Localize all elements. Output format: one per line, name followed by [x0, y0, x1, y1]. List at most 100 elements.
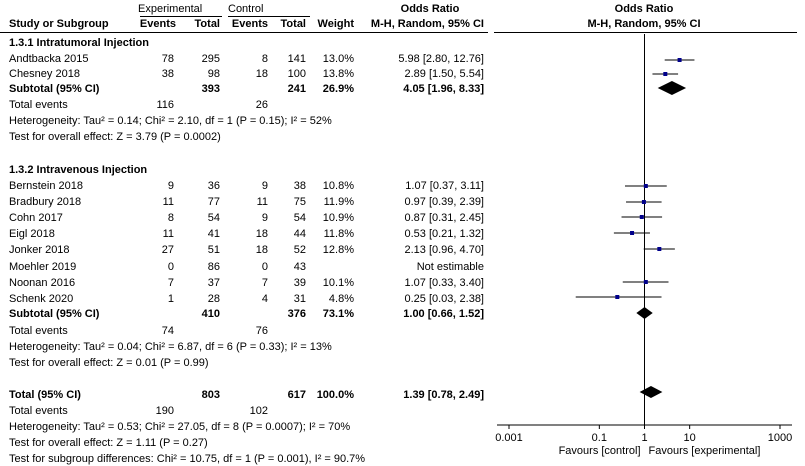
study-name: Cohn 2017	[9, 212, 63, 224]
exp-total: 393	[201, 83, 220, 95]
point-estimate-marker	[641, 200, 646, 204]
odds-ratio-ci: 0.87 [0.31, 2.45]	[404, 212, 484, 224]
study-name: Andtbacka 2015	[9, 53, 89, 65]
ctl-events: 11	[256, 196, 268, 208]
ctl-total: 52	[293, 244, 306, 256]
ctl-events: 7	[261, 277, 268, 289]
ctl-total: 141	[287, 53, 306, 65]
heterogeneity: Heterogeneity: Tau² = 0.53; Chi² = 27.05…	[9, 421, 351, 433]
point-estimate-marker	[630, 231, 635, 235]
weight: 4.8%	[328, 293, 354, 305]
weight: 26.9%	[322, 83, 354, 95]
exp-events: 74	[161, 325, 174, 337]
ctl-total: 38	[293, 180, 306, 192]
favours-experimental-label: Favours [experimental]	[649, 445, 761, 457]
weight: 73.1%	[322, 308, 354, 320]
heterogeneity: Heterogeneity: Tau² = 0.14; Chi² = 2.10,…	[9, 115, 332, 127]
control-underline	[228, 16, 310, 17]
ctl-events: 4	[261, 293, 268, 305]
weight: 13.8%	[322, 68, 354, 80]
header-events-ctl: Events	[231, 18, 268, 30]
ctl-events: 102	[249, 405, 268, 417]
study-name: Bernstein 2018	[9, 180, 83, 192]
ctl-events: 18	[255, 228, 268, 240]
header-weight: Weight	[317, 18, 354, 30]
study-name: Moehler 2019	[9, 261, 77, 273]
study-name: Noonan 2016	[9, 277, 76, 289]
exp-total: 28	[207, 293, 220, 305]
total-events-label: Total events	[9, 325, 68, 337]
exp-total: 51	[207, 244, 220, 256]
ctl-events: 8	[261, 53, 268, 65]
point-estimate-marker	[615, 295, 620, 299]
exp-events: 116	[156, 99, 174, 111]
pooled-diamond	[636, 307, 653, 319]
header-total-ctl: Total	[280, 18, 306, 30]
odds-ratio-ci: 5.98 [2.80, 12.76]	[398, 53, 484, 65]
study-name: Eigl 2018	[9, 228, 55, 240]
ctl-events: 26	[255, 99, 268, 111]
group-title: 1.3.1 Intratumoral Injection	[9, 37, 149, 49]
x-tick-label: 10	[684, 432, 696, 444]
point-estimate-marker	[643, 184, 648, 188]
exp-total: 37	[207, 277, 220, 289]
exp-total: 803	[201, 389, 220, 401]
weight: 11.8%	[323, 228, 354, 240]
exp-events: 9	[167, 180, 174, 192]
study-name: Chesney 2018	[9, 68, 80, 80]
exp-events: 11	[162, 228, 174, 240]
exp-events: 7	[167, 277, 174, 289]
header-total-exp: Total	[194, 18, 220, 30]
x-tick-label: 1000	[768, 432, 792, 444]
exp-events: 1	[167, 293, 174, 305]
study-name: Jonker 2018	[9, 244, 70, 256]
ctl-total: 43	[293, 261, 306, 273]
odds-ratio-ci: 2.13 [0.96, 4.70]	[404, 244, 484, 256]
total-label: Total (95% CI)	[9, 389, 81, 401]
header-control: Control	[228, 3, 264, 15]
point-estimate-marker	[643, 280, 648, 284]
ctl-total: 39	[293, 277, 306, 289]
header-odds-ratio: Odds Ratio	[400, 3, 460, 15]
exp-events: 27	[161, 244, 174, 256]
odds-ratio-ci: 0.97 [0.39, 2.39]	[404, 196, 484, 208]
ctl-events: 9	[261, 212, 268, 224]
ctl-total: 100	[287, 68, 306, 80]
exp-total: 295	[201, 53, 220, 65]
ctl-total: 31	[293, 293, 306, 305]
subtotal-label: Subtotal (95% CI)	[9, 83, 100, 95]
ctl-events: 76	[255, 325, 268, 337]
overall-effect: Test for overall effect: Z = 3.79 (P = 0…	[9, 131, 221, 143]
weight: 11.9%	[323, 196, 354, 208]
overall-effect: Test for overall effect: Z = 1.11 (P = 0…	[9, 437, 208, 449]
point-estimate-marker	[677, 58, 682, 62]
odds-ratio-ci: 0.25 [0.03, 2.38]	[404, 293, 484, 305]
ctl-events: 9	[261, 180, 268, 192]
odds-ratio-ci: 2.89 [1.50, 5.54]	[404, 68, 484, 80]
subtotal-label: Subtotal (95% CI)	[9, 308, 100, 320]
ctl-total: 376	[287, 308, 306, 320]
odds-ratio-ci: 1.07 [0.37, 3.11]	[405, 180, 484, 192]
odds-ratio-ci: 1.07 [0.33, 3.40]	[404, 277, 484, 289]
ctl-events: 0	[261, 261, 268, 273]
favours-control-label: Favours [control]	[559, 445, 641, 457]
ctl-total: 44	[293, 228, 306, 240]
experimental-underline	[140, 16, 222, 17]
study-name: Bradbury 2018	[9, 196, 82, 208]
exp-events: 190	[155, 405, 174, 417]
point-estimate-marker	[639, 215, 644, 219]
odds-ratio-ci: 4.05 [1.96, 8.33]	[403, 83, 484, 95]
exp-total: 41	[207, 228, 220, 240]
exp-total: 410	[201, 308, 220, 320]
exp-events: 78	[161, 53, 174, 65]
exp-events: 0	[167, 261, 174, 273]
header-odds-ratio-plot: Odds Ratio	[614, 3, 674, 15]
exp-total: 77	[207, 196, 220, 208]
header-method: M-H, Random, 95% CI	[370, 18, 484, 30]
weight: 10.9%	[322, 212, 354, 224]
header-experimental: Experimental	[138, 3, 203, 15]
exp-total: 54	[207, 212, 220, 224]
odds-ratio-ci: 1.00 [0.66, 1.52]	[403, 308, 484, 320]
weight: 100.0%	[316, 389, 354, 401]
